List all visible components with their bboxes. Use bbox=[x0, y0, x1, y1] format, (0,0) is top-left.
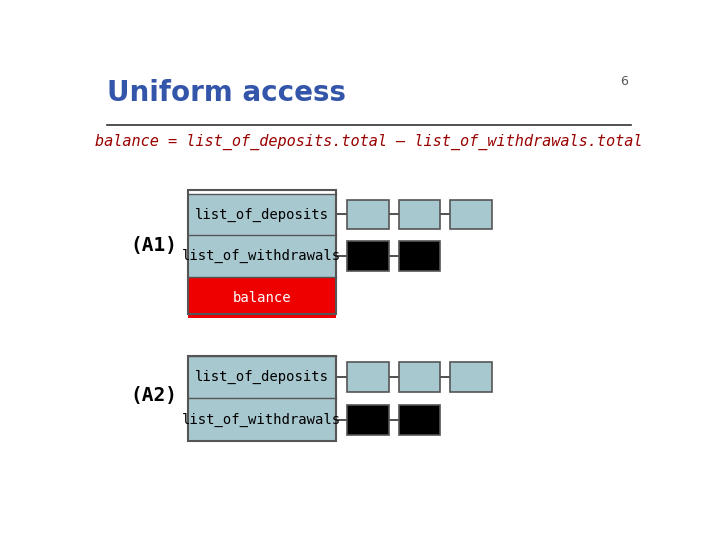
Bar bbox=[347, 405, 389, 435]
Bar bbox=[188, 399, 336, 441]
Bar bbox=[347, 362, 389, 392]
Text: (A1): (A1) bbox=[130, 236, 178, 255]
Bar bbox=[399, 241, 441, 271]
Text: (A2): (A2) bbox=[130, 386, 178, 405]
Text: Uniform access: Uniform access bbox=[107, 79, 346, 107]
Bar bbox=[188, 356, 336, 399]
Bar bbox=[188, 356, 336, 441]
Bar bbox=[347, 199, 389, 230]
Text: list_of_deposits: list_of_deposits bbox=[194, 207, 328, 221]
Bar bbox=[399, 199, 441, 230]
Text: list_of_deposits: list_of_deposits bbox=[194, 370, 328, 384]
Text: balance: balance bbox=[233, 291, 291, 305]
Text: list_of_withdrawals: list_of_withdrawals bbox=[182, 249, 341, 263]
Bar bbox=[188, 235, 336, 277]
Bar bbox=[188, 194, 336, 235]
Bar bbox=[451, 199, 492, 230]
Bar bbox=[188, 277, 336, 319]
Bar bbox=[399, 362, 441, 392]
Bar bbox=[399, 405, 441, 435]
Text: 6: 6 bbox=[621, 75, 629, 88]
Text: balance = list_of_deposits.total – list_of_withdrawals.total: balance = list_of_deposits.total – list_… bbox=[95, 133, 643, 150]
Bar bbox=[188, 190, 336, 314]
Text: list_of_withdrawals: list_of_withdrawals bbox=[182, 413, 341, 427]
Bar bbox=[451, 362, 492, 392]
Bar bbox=[347, 241, 389, 271]
